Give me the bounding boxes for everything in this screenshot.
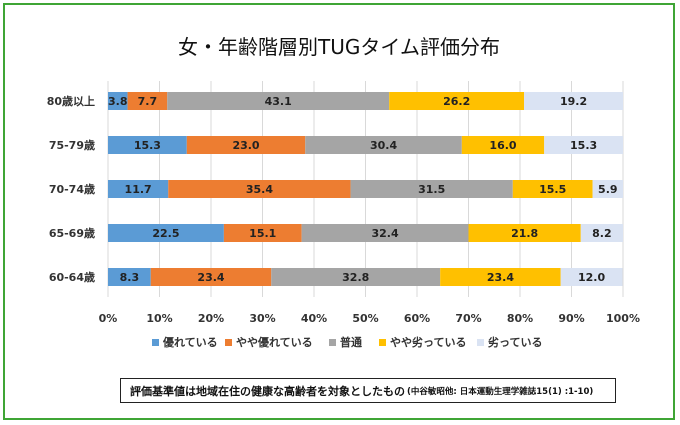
bar-segment <box>524 92 623 110</box>
data-label: 43.1 <box>265 95 292 108</box>
bar-segment <box>592 180 623 198</box>
note-text: 評価基準値は地域在住の健康な高齢者を対象としたもの <box>130 384 405 398</box>
legend-label: やや劣っている <box>390 335 466 349</box>
data-label: 3.8 <box>108 95 128 108</box>
bar-segment <box>167 92 390 110</box>
bar-segment <box>150 268 272 286</box>
legend-swatch <box>379 339 386 346</box>
data-label: 31.5 <box>418 183 445 196</box>
bar-segment <box>389 92 525 110</box>
data-label: 35.4 <box>246 183 273 196</box>
bar-segment <box>580 224 623 242</box>
category-label: 65-69歳 <box>49 226 95 240</box>
legend-label: 優れている <box>162 335 218 349</box>
bar-segment <box>108 180 169 198</box>
note-box: 評価基準値は地域在住の健康な高齢者を対象としたもの (中谷敏昭他: 日本運動生理学… <box>120 378 616 403</box>
bar-segment <box>544 136 623 154</box>
data-label: 32.4 <box>371 227 398 240</box>
x-tick-label: 40% <box>301 312 327 325</box>
x-tick-label: 30% <box>249 312 275 325</box>
x-tick-label: 80% <box>507 312 533 325</box>
data-label: 16.0 <box>489 139 516 152</box>
data-label: 21.8 <box>511 227 538 240</box>
bar-segment <box>223 224 302 242</box>
note-source: (中谷敏昭他: 日本運動生理学雑誌15(1) :1-10) <box>407 386 594 397</box>
chart-title: 女・年齢階層別TUGタイム評価分布 <box>178 35 500 59</box>
legend-label: 劣っている <box>488 335 542 349</box>
stacked-bar-chart: 女・年齢階層別TUGタイム評価分布 0% 10% 20% 30% 40% 50% 60% 70%… <box>47 35 640 349</box>
data-label: 8.3 <box>120 271 140 284</box>
data-label: 30.4 <box>370 139 397 152</box>
data-label: 15.3 <box>570 139 597 152</box>
bar-segment <box>108 268 151 286</box>
x-tick-label: 70% <box>455 312 481 325</box>
legend-swatch <box>329 339 336 346</box>
x-tick-label: 10% <box>146 312 172 325</box>
bar-segment <box>560 268 623 286</box>
category-label: 80歳以上 <box>47 94 95 108</box>
bar-segment <box>301 224 469 242</box>
bar-segment <box>512 180 593 198</box>
category-label: 70-74歳 <box>49 182 95 196</box>
bar-segment <box>350 180 513 198</box>
x-tick-label: 50% <box>352 312 378 325</box>
bar-segment <box>108 136 187 154</box>
bar-segment <box>108 224 224 242</box>
data-label: 8.2 <box>592 227 612 240</box>
bar-segment <box>271 268 441 286</box>
bar-segment <box>127 92 168 110</box>
bar-segment <box>305 136 462 154</box>
x-tick-label: 60% <box>404 312 430 325</box>
x-tick-label: 20% <box>198 312 224 325</box>
category-label: 60-64歳 <box>49 270 95 284</box>
legend-swatch <box>152 339 159 346</box>
data-label: 15.5 <box>539 183 566 196</box>
x-tick-label: 0% <box>99 312 118 325</box>
data-label: 12.0 <box>578 271 605 284</box>
x-tick-label: 90% <box>558 312 584 325</box>
data-label: 32.8 <box>342 271 369 284</box>
bar-segment <box>461 136 545 154</box>
data-label: 7.7 <box>138 95 158 108</box>
category-label: 75-79歳 <box>49 138 95 152</box>
legend-swatch <box>477 339 484 346</box>
data-label: 15.3 <box>134 139 161 152</box>
legend-label: やや優れている <box>236 335 313 349</box>
data-label: 23.0 <box>232 139 259 152</box>
bar-segment <box>168 180 351 198</box>
legend-swatch <box>225 339 232 346</box>
data-label: 11.7 <box>125 183 152 196</box>
bar-segment <box>108 92 128 110</box>
data-label: 15.1 <box>249 227 276 240</box>
data-label: 22.5 <box>152 227 179 240</box>
x-tick-label: 100% <box>606 312 640 325</box>
data-label: 23.4 <box>197 271 224 284</box>
bar-segment <box>440 268 561 286</box>
bar-segment <box>468 224 581 242</box>
chart-frame: 女・年齢階層別TUGタイム評価分布 0% 10% 20% 30% 40% 50% 60% 70%… <box>3 3 675 420</box>
bar-segment <box>186 136 306 154</box>
data-label: 23.4 <box>487 271 514 284</box>
data-label: 26.2 <box>443 95 470 108</box>
legend-label: 普通 <box>340 335 362 349</box>
data-label: 19.2 <box>560 95 587 108</box>
data-label: 5.9 <box>598 183 618 196</box>
